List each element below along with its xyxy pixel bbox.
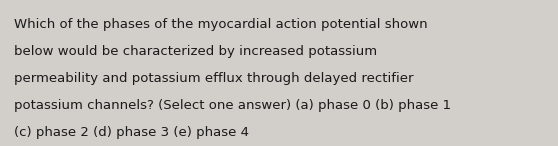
Text: potassium channels? (Select one answer) (a) phase 0 (b) phase 1: potassium channels? (Select one answer) … bbox=[14, 99, 451, 112]
Text: below would be characterized by increased potassium: below would be characterized by increase… bbox=[14, 45, 377, 58]
Text: Which of the phases of the myocardial action potential shown: Which of the phases of the myocardial ac… bbox=[14, 18, 427, 31]
Text: (c) phase 2 (d) phase 3 (e) phase 4: (c) phase 2 (d) phase 3 (e) phase 4 bbox=[14, 126, 249, 139]
Text: permeability and potassium efflux through delayed rectifier: permeability and potassium efflux throug… bbox=[14, 72, 413, 85]
